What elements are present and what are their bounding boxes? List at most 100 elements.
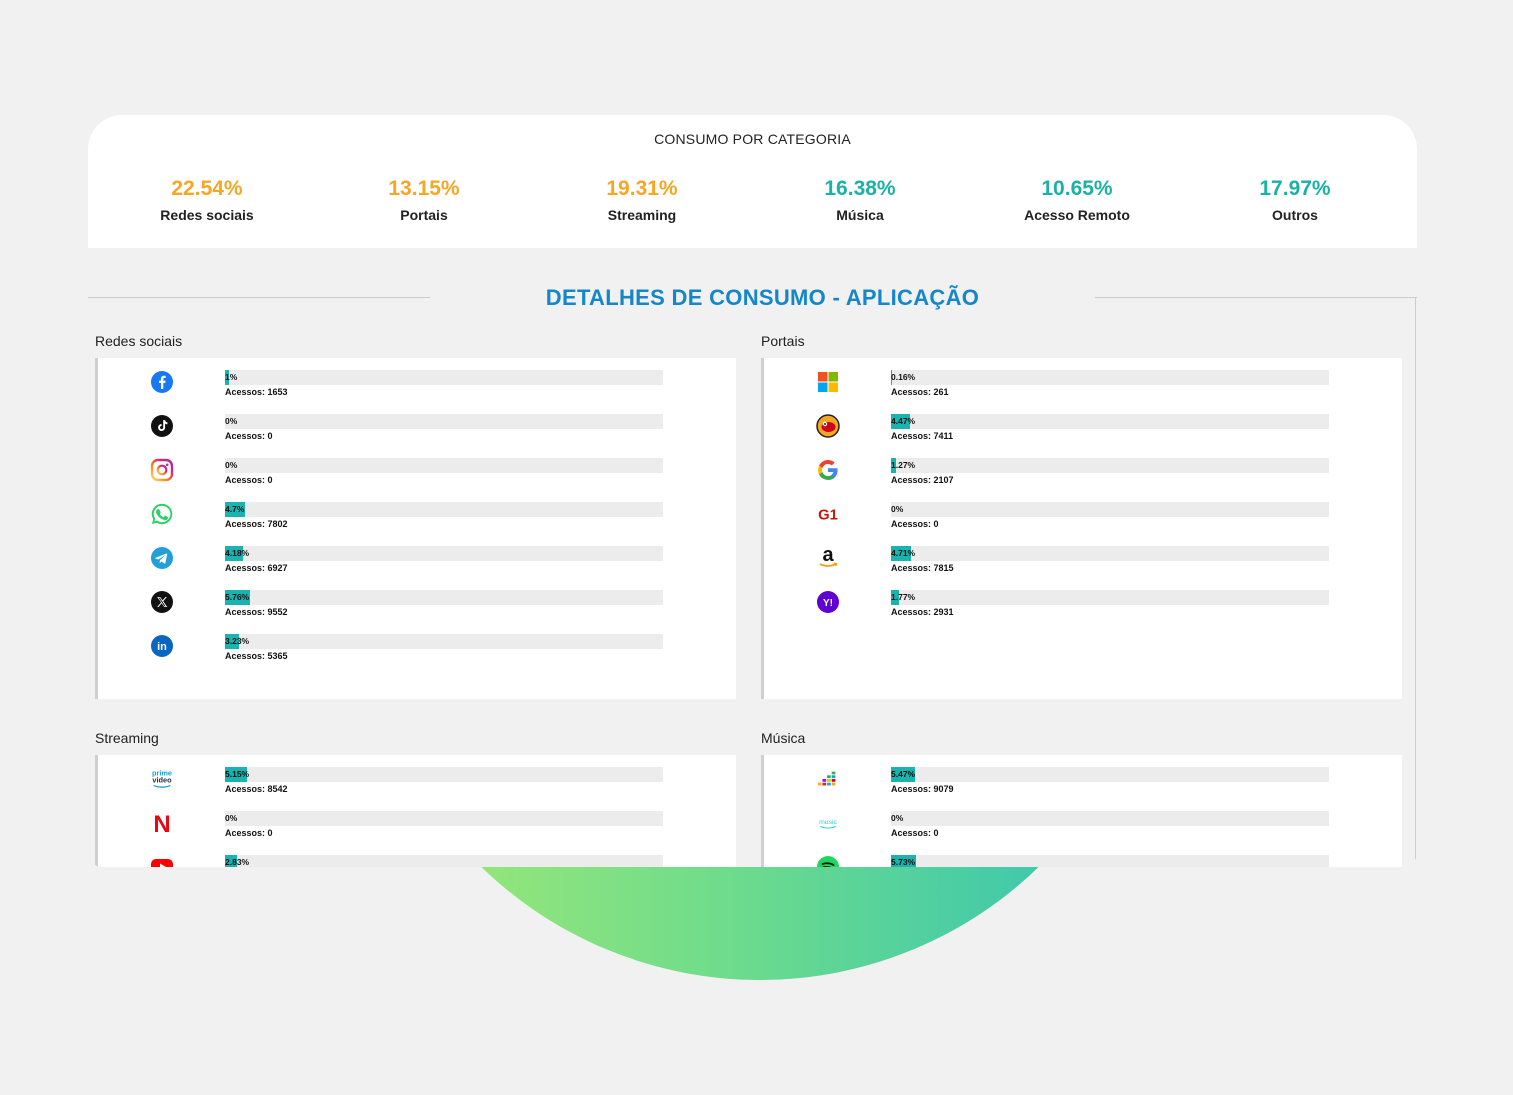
usage-percent: 0%	[891, 813, 904, 823]
usage-bar: 1.27%	[891, 458, 1329, 473]
usage-bar-fill	[891, 767, 915, 782]
category-title-streaming: Streaming	[95, 730, 159, 746]
spotify-icon	[816, 855, 840, 867]
svg-text:in: in	[157, 641, 167, 653]
instagram-icon	[150, 458, 174, 482]
amazon-icon: a	[816, 545, 840, 570]
usage-bar-fill	[225, 546, 243, 561]
stat-1: 13.15% Portais	[314, 177, 534, 223]
stat-value: 10.65%	[1041, 177, 1113, 200]
usage-bar: 5.76%	[225, 590, 663, 605]
stat-value: 19.31%	[606, 177, 678, 200]
usage-percent: 4.18%	[225, 548, 250, 558]
app-row: 5.47% Acessos: 9079	[764, 767, 1402, 811]
telegram-icon	[150, 546, 174, 570]
app-row: in 3.23% Acessos: 5365	[98, 634, 736, 678]
access-count: Acessos: 9552	[225, 607, 288, 617]
usage-percent: 4.7%	[225, 504, 245, 514]
panel-musica: 5.47% Acessos: 9079 music 0% Acessos: 0 5.73%	[761, 755, 1402, 867]
usage-bar-fill	[225, 634, 239, 649]
usage-bar: 1%	[225, 370, 663, 385]
usage-percent: 2.83%	[225, 857, 250, 867]
usage-bar: 0.16%	[891, 370, 1329, 385]
summary-title: CONSUMO POR CATEGORIA	[654, 131, 851, 147]
stat-label: Outros	[1272, 207, 1318, 223]
usage-bar: 4.71%	[891, 546, 1329, 561]
section-divider-left	[88, 297, 430, 298]
access-count: Acessos: 0	[225, 431, 273, 441]
svg-text:N: N	[153, 811, 170, 836]
usage-bar: 5.15%	[225, 767, 663, 782]
app-row: 5.76% Acessos: 9552	[98, 590, 736, 634]
access-count: Acessos: 7802	[225, 519, 288, 529]
youtube-icon	[150, 855, 174, 867]
usage-percent: 4.47%	[891, 416, 916, 426]
usage-bar: 4.47%	[891, 414, 1329, 429]
usage-bar: 5.47%	[891, 767, 1329, 782]
amazon-music-icon: music	[816, 811, 840, 835]
usage-bar-fill	[225, 370, 229, 385]
access-count: Acessos: 9079	[891, 784, 954, 794]
app-row: Y! 1.77% Acessos: 2931	[764, 590, 1402, 634]
svg-text:prime: prime	[152, 768, 172, 777]
svg-text:G1: G1	[818, 508, 838, 524]
usage-bar: 3.23%	[225, 634, 663, 649]
stat-value: 22.54%	[171, 177, 243, 200]
panel-streaming: prime video 5.15% Acessos: 8542 N 0% Acessos: …	[95, 755, 736, 867]
stat-2: 19.31% Streaming	[532, 177, 752, 223]
access-count: Acessos: 5365	[225, 651, 288, 661]
usage-percent: 3.23%	[225, 636, 250, 646]
app-row: G1 0% Acessos: 0	[764, 502, 1402, 546]
access-count: Acessos: 7411	[891, 431, 954, 441]
access-count: Acessos: 261	[891, 387, 949, 397]
usage-bar-fill	[891, 414, 910, 429]
usage-bar-fill	[225, 502, 245, 517]
usage-bar-fill	[891, 590, 899, 605]
usage-bar: 0%	[891, 811, 1329, 826]
access-count: Acessos: 2931	[891, 607, 954, 617]
facebook-icon	[150, 370, 174, 394]
app-row: 5.73%	[764, 855, 1402, 867]
usage-percent: 1.77%	[891, 592, 916, 602]
category-summary: CONSUMO POR CATEGORIA 22.54% Redes sociai…	[88, 115, 1417, 248]
usage-percent: 0%	[225, 460, 238, 470]
access-count: Acessos: 8542	[225, 784, 288, 794]
app-row: 2.83%	[98, 855, 736, 867]
tiktok-icon	[150, 414, 174, 438]
usage-bar: 2.83%	[225, 855, 663, 867]
app-row: 0% Acessos: 0	[98, 414, 736, 458]
usage-bar: 4.18%	[225, 546, 663, 561]
usage-percent: 5.47%	[891, 769, 916, 779]
svg-text:Y!: Y!	[823, 598, 833, 609]
usage-percent: 1%	[225, 372, 238, 382]
stat-label: Acesso Remoto	[1024, 207, 1130, 223]
usage-bar-fill	[891, 546, 911, 561]
app-row: a 4.71% Acessos: 7815	[764, 545, 1402, 590]
stat-3: 16.38% Música	[750, 177, 970, 223]
stat-value: 16.38%	[824, 177, 896, 200]
access-count: Acessos: 1653	[225, 387, 288, 397]
whatsapp-icon	[150, 502, 174, 526]
app-row: music 0% Acessos: 0	[764, 811, 1402, 855]
app-row: 0.16% Acessos: 261	[764, 370, 1402, 414]
yahoo-icon: Y!	[816, 590, 840, 614]
category-title-portais: Portais	[761, 333, 805, 349]
usage-percent: 0%	[225, 813, 238, 823]
access-count: Acessos: 0	[225, 475, 273, 485]
stat-0: 22.54% Redes sociais	[97, 177, 317, 223]
app-row: N 0% Acessos: 0	[98, 811, 736, 855]
usage-bar: 0%	[225, 458, 663, 473]
panel-redes-sociais: 1% Acessos: 1653 0% Acessos: 0 0% Acessos: 0 4…	[95, 358, 736, 699]
deezer-icon	[816, 767, 840, 791]
panel-portais: 0.16% Acessos: 261 4.47% Acessos: 7411 1.27%…	[761, 358, 1402, 699]
stat-label: Música	[836, 207, 884, 223]
usage-percent: 0%	[225, 416, 238, 426]
dashboard-card: CONSUMO POR CATEGORIA 22.54% Redes sociai…	[88, 115, 1417, 867]
uol-icon	[816, 414, 840, 438]
section-divider-vertical	[1415, 297, 1416, 867]
usage-percent: 1.27%	[891, 460, 916, 470]
section-divider-right	[1095, 297, 1417, 298]
access-count: Acessos: 6927	[225, 563, 288, 573]
svg-text:video: video	[152, 776, 172, 785]
stat-4: 10.65% Acesso Remoto	[967, 177, 1187, 223]
